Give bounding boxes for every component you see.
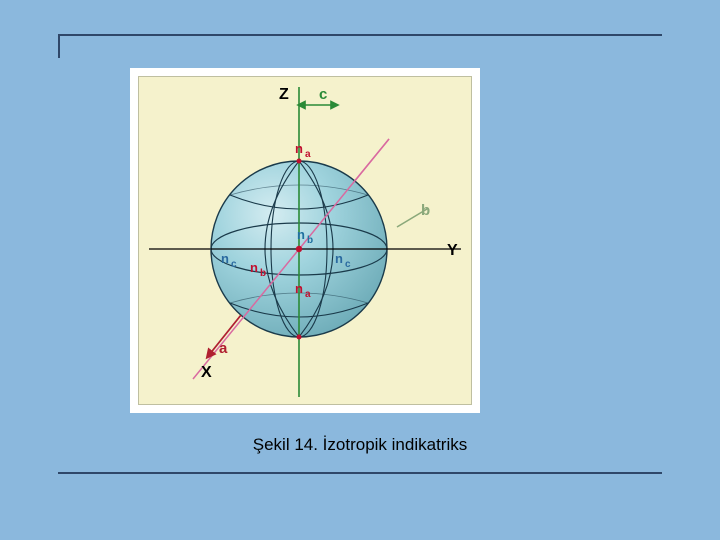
- axis-label-b: b: [421, 202, 430, 219]
- svg-text:b: b: [307, 235, 313, 246]
- label-na-top: n a: [295, 141, 311, 160]
- svg-text:n: n: [297, 227, 305, 242]
- svg-text:n: n: [295, 281, 303, 296]
- svg-text:a: a: [305, 149, 311, 160]
- axis-label-Y: Y: [447, 242, 458, 259]
- indicatrix-svg: Z Y X c b a n a n a n b: [139, 77, 471, 404]
- svg-text:n: n: [250, 260, 258, 275]
- svg-text:c: c: [231, 259, 237, 270]
- axis-label-a: a: [219, 340, 228, 357]
- svg-text:n: n: [221, 251, 229, 266]
- axis-label-X: X: [201, 364, 212, 381]
- slide-container: Z Y X c b a n a n a n b: [10, 10, 710, 530]
- diagram-box: Z Y X c b a n a n a n b: [138, 76, 472, 405]
- svg-text:c: c: [345, 259, 351, 270]
- corner-bracket: [58, 34, 158, 58]
- svg-text:n: n: [335, 251, 343, 266]
- svg-text:n: n: [295, 141, 303, 156]
- figure-caption: Şekil 14. İzotropik indikatriks: [10, 435, 710, 455]
- svg-text:b: b: [260, 268, 266, 279]
- svg-text:a: a: [305, 289, 311, 300]
- axis-label-c: c: [319, 86, 327, 103]
- axis-label-Z: Z: [279, 86, 289, 103]
- na-bot-dot: [297, 335, 302, 340]
- center-dot: [296, 246, 302, 252]
- bottom-rule: [58, 472, 662, 474]
- figure-panel: Z Y X c b a n a n a n b: [130, 68, 480, 413]
- na-top-dot: [297, 159, 302, 164]
